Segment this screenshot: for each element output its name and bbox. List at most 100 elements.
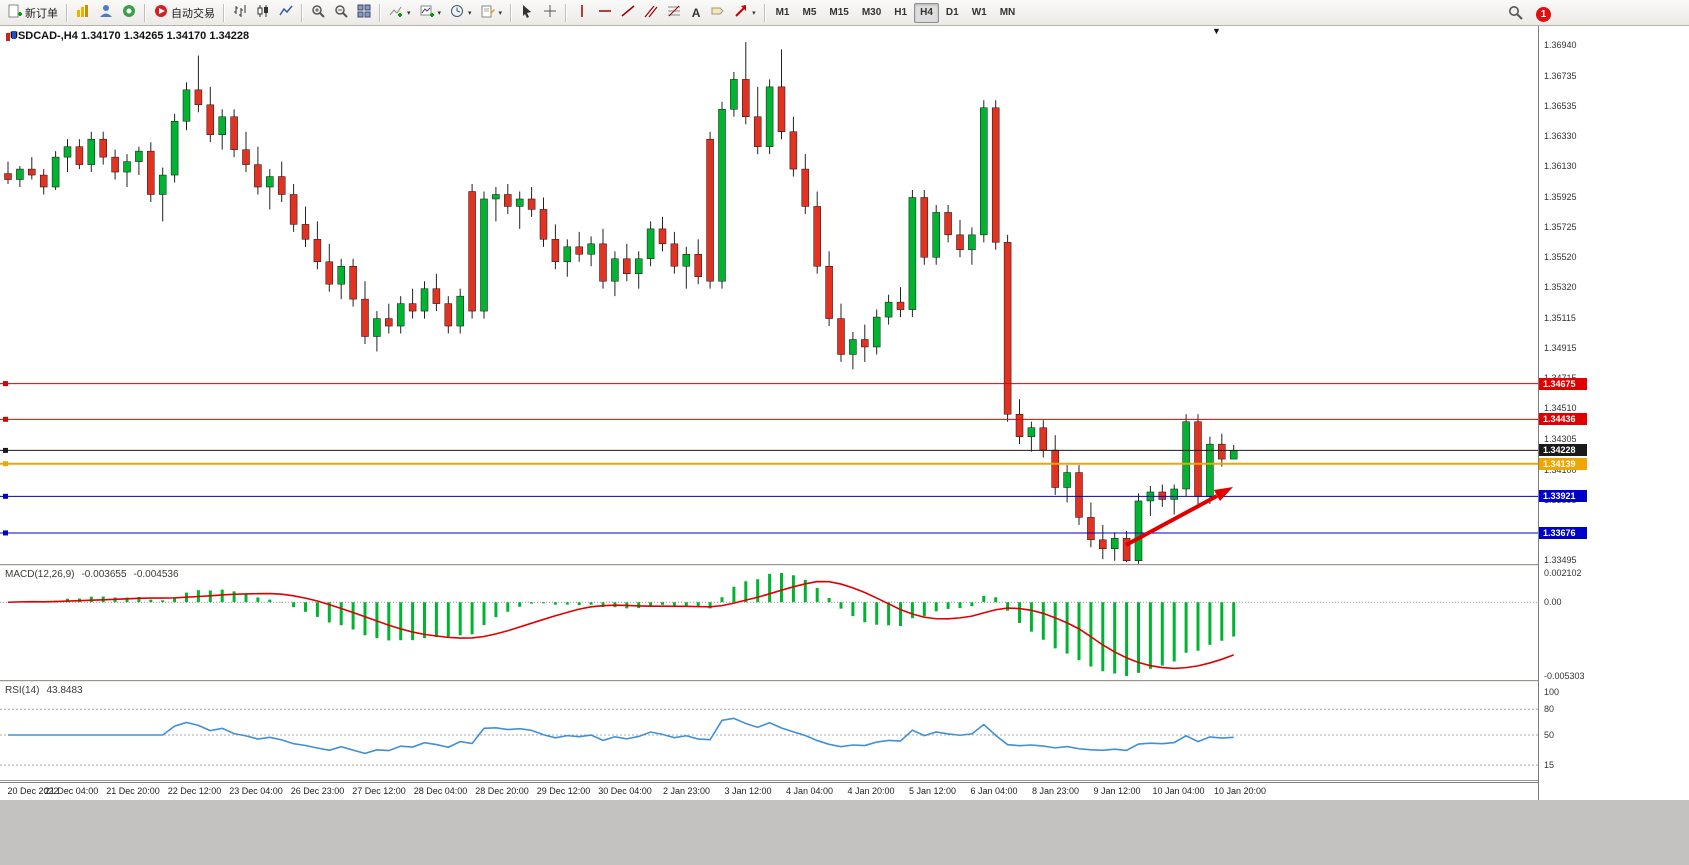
candle: [99, 131, 107, 165]
candle: [218, 109, 226, 150]
navigator-button[interactable]: [118, 3, 140, 23]
candle: [361, 281, 369, 344]
charts-button[interactable]: [72, 3, 94, 23]
candle: [1099, 524, 1107, 560]
crosshair-icon: [543, 4, 557, 21]
candle: [444, 296, 453, 334]
timeframe-m5-button[interactable]: M5: [802, 7, 817, 18]
candle: [349, 258, 357, 307]
price-line[interactable]: [0, 461, 1538, 467]
line-chart-button[interactable]: [275, 3, 297, 23]
horizontal-line-icon: [598, 4, 612, 21]
timeframe-m15-button[interactable]: M15: [829, 7, 849, 18]
candle: [158, 167, 167, 222]
vertical-line-button[interactable]: [571, 3, 593, 23]
text-button[interactable]: A: [686, 3, 706, 23]
price-axis-label: 1.35925: [1544, 191, 1577, 202]
price-panel[interactable]: USDCAD-,H4 1.34170 1.34265 1.34170 1.342…: [0, 26, 1689, 564]
timeframe-m30-button[interactable]: M30: [861, 7, 882, 18]
candle: [396, 296, 405, 334]
price-axis-label: 1.35725: [1544, 221, 1577, 232]
timeframe-h1-button[interactable]: H1: [894, 7, 908, 18]
timeframe-m1-button[interactable]: M1: [775, 7, 790, 18]
templates-button[interactable]: ▾: [477, 3, 507, 23]
search-button[interactable]: [1504, 4, 1527, 24]
candle: [75, 139, 84, 170]
time-axis-label: 21 Dec 20:00: [106, 786, 160, 796]
bar-chart-button[interactable]: [229, 3, 251, 23]
candle: [28, 157, 36, 180]
new-chart-button[interactable]: ▾: [416, 3, 446, 23]
time-axis[interactable]: 20 Dec 2022 21 Dec 04:00 21 Dec 20:00 22 De…: [0, 782, 1689, 800]
candle: [230, 109, 238, 158]
time-axis-label: 10 Jan 04:00: [1152, 786, 1205, 796]
time-axis-label: 4 Jan 20:00: [847, 786, 895, 796]
vertical-line-icon: [575, 4, 589, 21]
arrows-button[interactable]: ▾: [730, 3, 760, 23]
price-line-label: 1.34139: [1539, 457, 1587, 470]
time-axis-label: 4 Jan 04:00: [785, 786, 834, 796]
candle: [599, 228, 607, 289]
trendline-icon: [621, 4, 635, 21]
bar-chart-icon: [233, 4, 247, 21]
trend-arrow-annotation[interactable]: [1125, 487, 1233, 547]
candle: [658, 216, 667, 252]
candlestick-chart-button[interactable]: [252, 3, 274, 23]
candle: [39, 169, 48, 195]
zoom-in-icon: [311, 4, 325, 21]
toolbar-separator: [301, 3, 303, 22]
text-label-button[interactable]: [707, 3, 729, 23]
tile-windows-button[interactable]: [353, 3, 375, 23]
new-order-button[interactable]: 新订单: [4, 3, 62, 23]
timeframe-w1-button[interactable]: W1: [971, 7, 987, 18]
macd-axis-label: -0.005303: [1544, 671, 1585, 681]
auto-trading-icon: [154, 4, 168, 21]
candle: [515, 191, 524, 229]
time-axis-label: 28 Dec 20:00: [475, 786, 529, 796]
price-line[interactable]: [0, 493, 1538, 499]
candle: [408, 288, 417, 319]
market-watch-button[interactable]: [95, 3, 117, 23]
timeframe-mn-button[interactable]: MN: [999, 7, 1016, 18]
horizontal-line-button[interactable]: [594, 3, 616, 23]
candle: [991, 100, 1000, 250]
trendline-button[interactable]: [617, 3, 639, 23]
zoom-in-button[interactable]: [307, 3, 329, 23]
indicators-button[interactable]: ▾: [385, 3, 415, 23]
candle: [468, 184, 476, 319]
price-axis[interactable]: 1.36940 1.36735 1.36535 1.36330 1.36130 1.359…: [1538, 26, 1689, 800]
timeframe-group: M1 M5 M15 M30 H1 H4 D1 W1 MN: [770, 2, 1022, 23]
equidistant-channel-button[interactable]: [640, 3, 662, 23]
current-price-line[interactable]: [0, 447, 1538, 453]
candlestick-chart: [0, 42, 1538, 564]
macd-panel[interactable]: MACD(12,26,9) -0.003655 -0.004536: [0, 567, 1689, 680]
rsi-panel[interactable]: RSI(14) 43.8483: [0, 683, 1689, 780]
fibonacci-button[interactable]: [663, 3, 685, 23]
auto-trading-button[interactable]: 自动交易: [150, 3, 219, 23]
candle: [480, 191, 488, 319]
timeframe-d1-button[interactable]: D1: [945, 7, 959, 18]
rsi-axis-label: 15: [1544, 760, 1555, 771]
candle: [182, 82, 191, 131]
rsi-axis-label: 100: [1544, 687, 1560, 697]
periods-button[interactable]: ▾: [446, 3, 476, 23]
candle: [896, 287, 905, 318]
chart-title: USDCAD-,H4 1.34170 1.34265 1.34170 1.342…: [5, 30, 249, 42]
candle: [801, 154, 810, 214]
candle: [1134, 493, 1143, 564]
price-line[interactable]: [0, 416, 1538, 422]
candle: [16, 166, 24, 188]
notification-badge[interactable]: 1: [1536, 6, 1551, 22]
cursor-button[interactable]: [516, 3, 538, 23]
price-line[interactable]: [0, 530, 1538, 536]
panel-splitter[interactable]: [0, 564, 1689, 567]
timeframe-h4-button[interactable]: H4: [914, 2, 939, 23]
candle: [753, 86, 762, 155]
candle: [694, 239, 702, 285]
chart-shift-marker-icon[interactable]: ▼: [1212, 26, 1221, 36]
crosshair-button[interactable]: [539, 3, 561, 23]
price-axis-label: 1.35520: [1544, 252, 1577, 263]
panel-splitter[interactable]: [0, 680, 1689, 683]
price-line[interactable]: [0, 381, 1538, 387]
zoom-out-button[interactable]: [330, 3, 352, 23]
